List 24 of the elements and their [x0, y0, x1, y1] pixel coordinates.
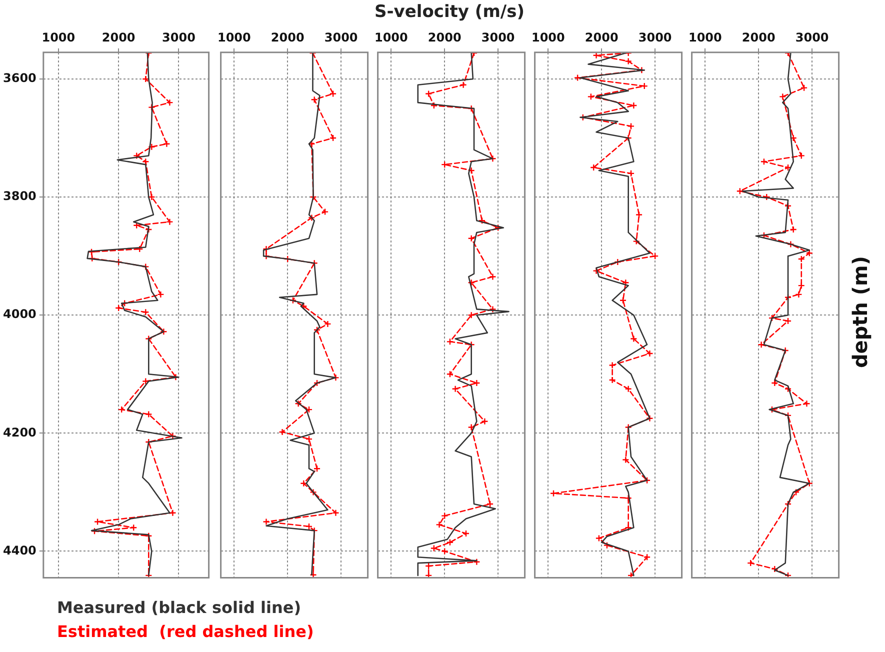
- x-tick-label: 1000: [688, 30, 722, 44]
- y-tick-label: 4400: [2, 543, 36, 558]
- x-tick-label: 2000: [742, 30, 776, 44]
- x-tick-label: 2000: [102, 30, 136, 44]
- x-tick-label: 3000: [638, 30, 672, 44]
- x-tick-label: 2000: [270, 30, 304, 44]
- text: Measured (black solid line): [57, 597, 302, 619]
- x-axis-title: S-velocity (m/s): [373, 2, 526, 22]
- x-tick-label: 2000: [584, 30, 618, 44]
- x-tick-label: 1000: [531, 30, 565, 44]
- x-tick-label: 1000: [217, 30, 251, 44]
- text: Estimated (red dashed line): [57, 621, 314, 643]
- x-tick-label: 3000: [162, 30, 196, 44]
- x-tick-label: 2000: [428, 30, 462, 44]
- x-tick-label: 3000: [324, 30, 358, 44]
- x-tick-label: 1000: [42, 30, 76, 44]
- y-tick-label: 3800: [2, 189, 36, 204]
- x-tick-label: 3000: [481, 30, 515, 44]
- y-tick-label: 3600: [2, 71, 36, 86]
- x-tick-label: 3000: [795, 30, 829, 44]
- y-tick-label: 4200: [2, 425, 36, 440]
- y-axis-title: depth (m): [848, 254, 872, 370]
- y-tick-label: 4000: [2, 307, 36, 322]
- x-tick-label: 1000: [374, 30, 408, 44]
